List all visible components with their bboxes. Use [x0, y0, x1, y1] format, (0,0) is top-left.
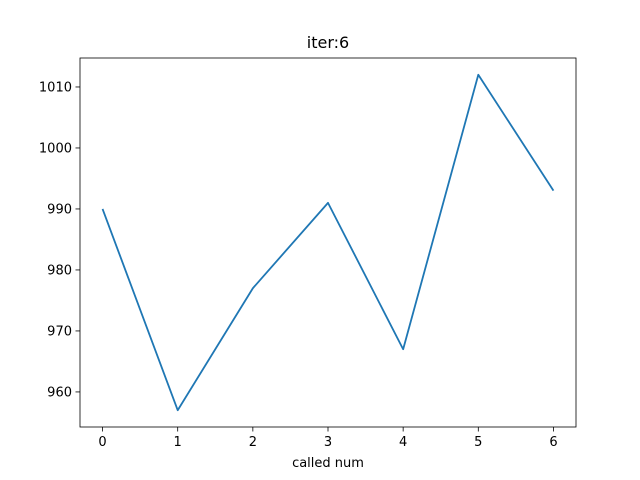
x-tick-label-2: 2 — [249, 435, 257, 450]
y-tick-label-1: 970 — [47, 324, 72, 339]
plot-area: 0 1 2 3 4 5 6 960 970 980 990 1000 1010 — [39, 57, 577, 450]
x-tick-label-0: 0 — [98, 435, 106, 450]
y-tick-label-0: 960 — [47, 385, 72, 400]
x-tick-label-3: 3 — [324, 435, 332, 450]
y-tick-label-2: 980 — [47, 263, 72, 278]
x-tick-label-6: 6 — [549, 435, 557, 450]
x-tick-label-5: 5 — [474, 435, 482, 450]
chart-title: iter:6 — [307, 33, 349, 52]
x-tick-label-4: 4 — [399, 435, 407, 450]
y-tick-label-4: 1000 — [39, 141, 72, 156]
y-tick-label-3: 990 — [47, 202, 72, 217]
series-line-0 — [101, 73, 555, 412]
y-tick-label-5: 1010 — [39, 80, 72, 95]
x-tick-label-1: 1 — [174, 435, 182, 450]
x-axis-title: called num — [292, 456, 364, 471]
